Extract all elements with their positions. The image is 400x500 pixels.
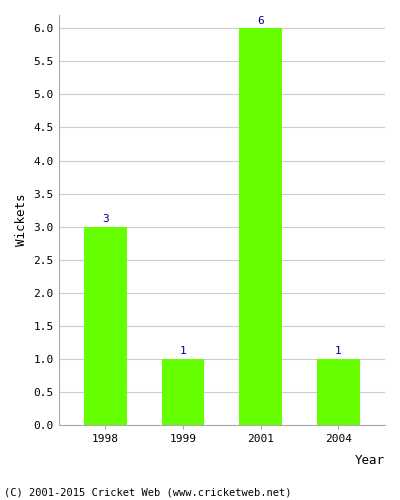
Bar	[317, 359, 360, 425]
Text: 3: 3	[102, 214, 109, 224]
Bar	[239, 28, 282, 425]
Y-axis label: Wickets: Wickets	[15, 194, 28, 246]
Text: (C) 2001-2015 Cricket Web (www.cricketweb.net): (C) 2001-2015 Cricket Web (www.cricketwe…	[4, 488, 292, 498]
Bar	[84, 226, 127, 425]
Text: 6: 6	[257, 16, 264, 26]
Text: Year: Year	[355, 454, 385, 466]
Text: 1: 1	[335, 346, 342, 356]
Bar	[162, 359, 204, 425]
Text: 1: 1	[180, 346, 186, 356]
